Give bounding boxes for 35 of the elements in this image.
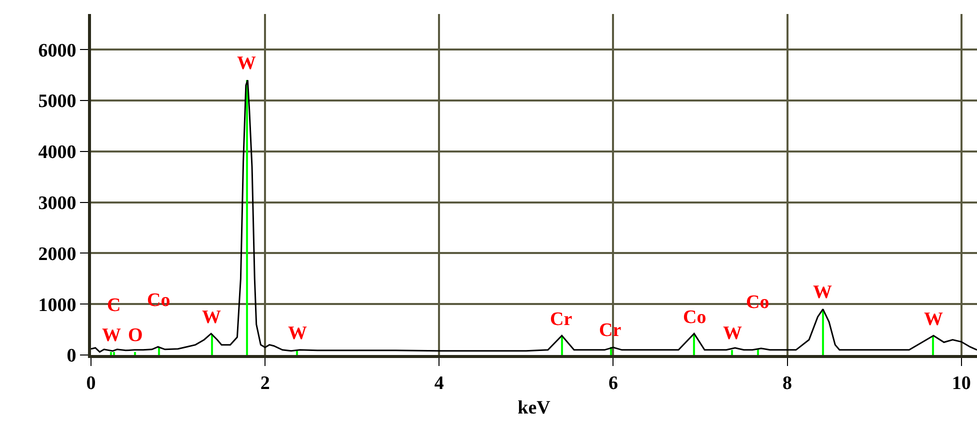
bar xyxy=(561,336,563,355)
bar xyxy=(110,352,112,355)
y-tick-label: 3000 xyxy=(38,192,76,214)
annotation: W xyxy=(924,309,943,330)
bar xyxy=(134,352,136,355)
y-tick-label: 1000 xyxy=(38,294,76,316)
x-tick-label: 4 xyxy=(434,372,444,394)
annotation: W xyxy=(813,282,832,303)
y-tick-label: 6000 xyxy=(38,40,76,62)
x-tick-label: 8 xyxy=(782,372,792,394)
x-tick-label: 10 xyxy=(952,372,971,394)
annotation: O xyxy=(128,325,143,346)
bar xyxy=(731,350,733,355)
annotation: W xyxy=(237,53,256,74)
annotation: Co xyxy=(683,307,706,328)
y-tick-label: 5000 xyxy=(38,91,76,112)
line-series xyxy=(91,79,977,353)
bar xyxy=(211,334,213,355)
x-tick-label: 2 xyxy=(260,372,270,394)
annotation: W xyxy=(202,307,221,328)
annotation: W xyxy=(102,325,121,346)
bar xyxy=(822,309,824,355)
annotation: W xyxy=(723,323,742,344)
x-axis-title: keV xyxy=(518,398,551,419)
bar xyxy=(693,334,695,355)
annotation: W xyxy=(288,323,307,344)
bar xyxy=(246,80,248,355)
x-tick-label: 0 xyxy=(86,372,96,394)
bar xyxy=(113,352,115,355)
y-tick-label: 0 xyxy=(66,346,76,367)
y-tick-label: 2000 xyxy=(38,244,76,265)
annotation: Cr xyxy=(550,309,573,330)
x-tick-label: 6 xyxy=(608,372,618,394)
y-tick-label: 4000 xyxy=(38,142,76,164)
bar xyxy=(932,336,934,355)
